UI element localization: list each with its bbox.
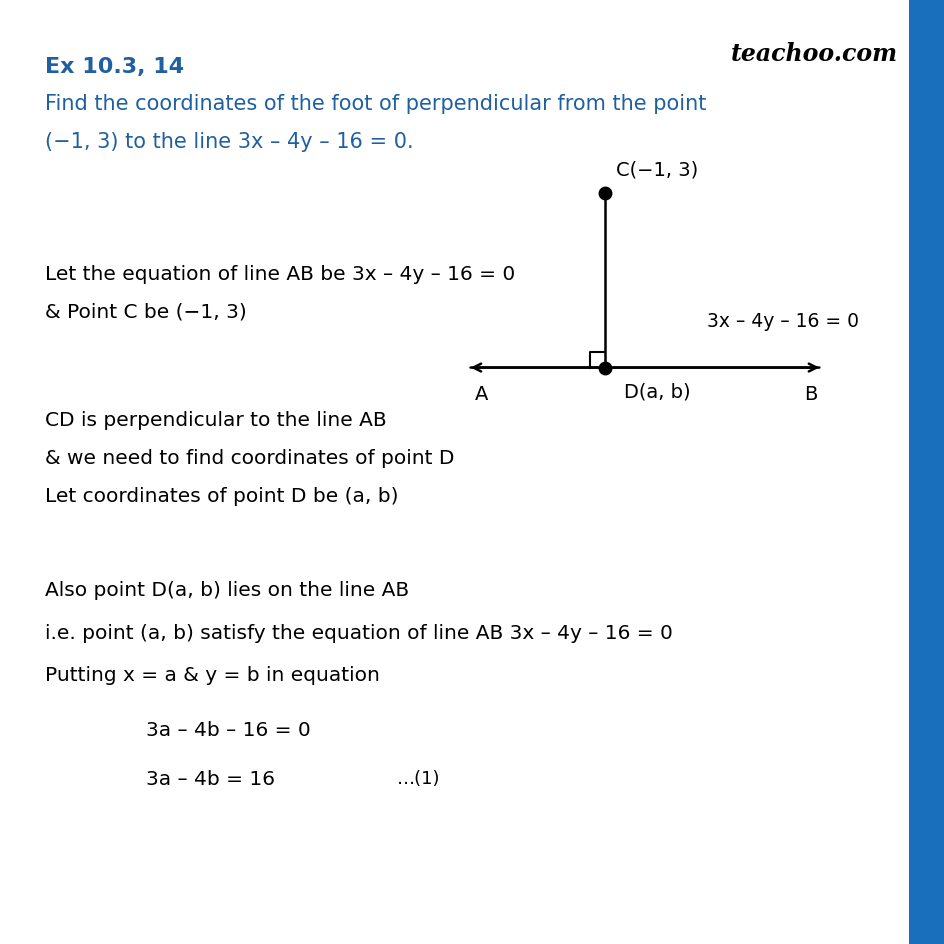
Text: teachoo.com: teachoo.com	[730, 42, 897, 65]
Text: & Point C be (−1, 3): & Point C be (−1, 3)	[45, 302, 246, 321]
Text: Ex 10.3, 14: Ex 10.3, 14	[45, 57, 184, 76]
Text: Also point D(a, b) lies on the line AB: Also point D(a, b) lies on the line AB	[45, 581, 409, 599]
Text: i.e. point (a, b) satisfy the equation of line AB 3x – 4y – 16 = 0: i.e. point (a, b) satisfy the equation o…	[45, 623, 672, 642]
Text: (−1, 3) to the line 3x – 4y – 16 = 0.: (−1, 3) to the line 3x – 4y – 16 = 0.	[45, 132, 413, 152]
Text: A: A	[475, 384, 488, 403]
Bar	[908, 0, 944, 944]
Text: Find the coordinates of the foot of perpendicular from the point: Find the coordinates of the foot of perp…	[45, 94, 706, 114]
Text: 3x – 4y – 16 = 0: 3x – 4y – 16 = 0	[706, 312, 858, 330]
Text: CD is perpendicular to the line AB: CD is perpendicular to the line AB	[45, 411, 387, 430]
Text: C(−1, 3): C(−1, 3)	[615, 160, 698, 179]
Text: B: B	[803, 384, 817, 403]
Text: 3a – 4b = 16: 3a – 4b = 16	[146, 769, 276, 788]
Text: …(1): …(1)	[396, 769, 440, 787]
Text: 3a – 4b – 16 = 0: 3a – 4b – 16 = 0	[146, 720, 311, 739]
Text: Let coordinates of point D be (a, b): Let coordinates of point D be (a, b)	[45, 486, 398, 505]
Text: Let the equation of line AB be 3x – 4y – 16 = 0: Let the equation of line AB be 3x – 4y –…	[45, 264, 515, 283]
Text: D(a, b): D(a, b)	[623, 382, 690, 401]
Text: Putting x = a & y = b in equation: Putting x = a & y = b in equation	[45, 666, 379, 684]
Text: & we need to find coordinates of point D: & we need to find coordinates of point D	[45, 448, 454, 467]
